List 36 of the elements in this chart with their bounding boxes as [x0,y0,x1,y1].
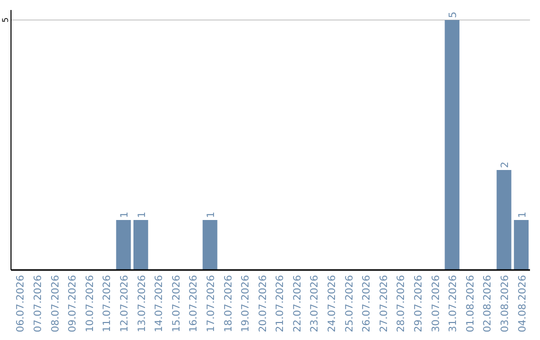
x-tick-label: 26.07.2026 [362,275,373,332]
x-tick-label: 24.07.2026 [327,275,338,332]
x-tick-label: 13.07.2026 [136,275,148,332]
x-tick-label: 01.08.2026 [465,275,476,332]
x-tick-label: 18.07.2026 [223,275,234,332]
x-tick-label: 21.07.2026 [275,275,286,332]
data-label: 1 [206,212,217,218]
data-label: 1 [517,212,528,218]
x-tick-label: 28.07.2026 [396,275,408,332]
x-tick-label: 03.08.2026 [500,275,511,332]
x-tick-label: 22.07.2026 [292,275,304,332]
data-label: 1 [120,212,130,218]
x-tick-label: 09.07.2026 [68,275,79,332]
x-tick-label: 15.07.2026 [171,275,182,332]
x-tick-label: 19.07.2026 [240,275,252,332]
x-tick-label: 07.07.2026 [33,275,44,332]
x-tick-label: 02.08.2026 [482,275,494,332]
data-label: 2 [500,162,511,168]
x-tick-label: 04.08.2026 [517,275,528,332]
x-tick-label: 06.07.2026 [16,275,27,332]
x-tick-label: 08.07.2026 [50,275,62,332]
x-tick-label: 17.07.2026 [206,275,217,332]
data-label: 1 [136,212,148,218]
x-tick-label: 10.07.2026 [84,275,96,332]
x-tick-label: 12.07.2026 [120,275,130,332]
x-tick-label: 29.07.2026 [414,275,424,332]
x-tick-label: 25.07.2026 [344,275,356,332]
data-label: 5 [448,12,460,18]
x-tick-label: 14.07.2026 [154,275,166,332]
x-tick-label: 11.07.2026 [102,275,114,332]
x-tick-label: 30.07.2026 [430,275,442,332]
x-tick-label: 27.07.2026 [378,275,390,332]
x-tick-label: 16.07.2026 [188,275,200,332]
x-tick-label: 20.07.2026 [258,275,269,332]
x-tick-label: 23.07.2026 [310,275,321,332]
x-tick-label: 31.07.2026 [448,275,460,332]
